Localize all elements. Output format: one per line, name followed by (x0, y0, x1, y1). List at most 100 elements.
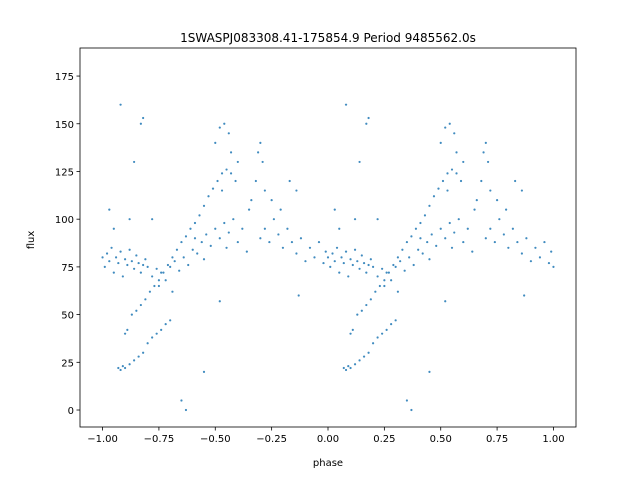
data-point (405, 240, 409, 244)
data-point (196, 252, 199, 255)
data-point (119, 368, 122, 372)
data-point (455, 151, 458, 154)
data-point (144, 298, 147, 301)
data-point (507, 246, 510, 249)
data-point (351, 263, 354, 267)
data-point (254, 179, 257, 183)
data-point (349, 258, 352, 261)
data-point (299, 237, 303, 240)
data-point (390, 279, 393, 282)
data-point (146, 342, 149, 345)
data-point (193, 237, 197, 240)
data-point (241, 227, 244, 230)
x-tick-label: 1.00 (542, 434, 564, 445)
data-point (200, 240, 203, 244)
data-point (189, 227, 192, 230)
data-point (164, 323, 167, 326)
data-point (225, 168, 228, 171)
data-point (324, 250, 327, 253)
data-point (146, 265, 149, 268)
data-point (173, 260, 176, 263)
data-point (198, 214, 201, 217)
data-point (169, 265, 172, 268)
data-point (157, 279, 161, 282)
data-point (480, 179, 483, 183)
data-point (344, 250, 348, 253)
data-point (520, 252, 523, 255)
data-point (101, 256, 104, 259)
data-point (128, 218, 131, 221)
data-point (234, 179, 237, 183)
data-point (525, 237, 528, 240)
data-point (365, 122, 368, 125)
data-point (471, 250, 474, 253)
data-point (417, 248, 420, 251)
data-point (505, 208, 508, 211)
data-point (340, 256, 343, 259)
data-point (110, 246, 113, 249)
data-point (117, 261, 120, 265)
data-point (288, 179, 291, 183)
data-point (313, 256, 316, 259)
y-tick-label: 125 (55, 167, 74, 178)
x-tick-label: −1.00 (87, 434, 118, 445)
data-point (344, 368, 348, 372)
data-point (439, 141, 442, 144)
data-point (475, 198, 478, 202)
data-point (218, 237, 221, 240)
data-point (153, 284, 156, 288)
data-point (232, 218, 235, 221)
data-point (157, 284, 161, 288)
data-point (137, 261, 140, 265)
data-point (410, 235, 413, 238)
data-point (229, 172, 233, 175)
data-point (205, 233, 208, 236)
data-point (371, 342, 375, 345)
data-point (112, 227, 115, 230)
data-point (450, 246, 454, 249)
data-point (286, 227, 289, 230)
data-point (209, 244, 212, 247)
data-point (529, 260, 533, 263)
data-point (270, 198, 273, 202)
data-point (430, 233, 433, 236)
data-point (335, 246, 339, 249)
data-point (360, 254, 363, 257)
data-point (347, 365, 350, 368)
data-point (331, 252, 334, 255)
data-point (139, 271, 142, 274)
data-point (374, 290, 377, 293)
data-point (119, 103, 122, 106)
data-point (263, 227, 266, 230)
data-point (349, 366, 352, 370)
data-point (396, 290, 399, 293)
data-point (139, 303, 142, 307)
data-point (426, 240, 429, 244)
data-point (218, 126, 221, 129)
data-point (202, 204, 206, 207)
data-point (437, 187, 440, 190)
data-point (121, 365, 124, 368)
y-tick-label: 100 (55, 215, 74, 226)
data-point (171, 290, 174, 293)
data-point (155, 267, 158, 270)
data-point (214, 141, 217, 144)
data-point (220, 172, 224, 175)
data-point (362, 355, 366, 358)
data-point (444, 237, 447, 240)
data-point (123, 332, 127, 335)
x-tick-label: 0.25 (373, 434, 395, 445)
data-point (207, 195, 210, 198)
data-point (317, 240, 321, 244)
data-point (353, 218, 357, 221)
data-point (385, 328, 388, 331)
data-point (358, 160, 361, 164)
data-point (358, 359, 361, 362)
y-tick-label: 50 (61, 311, 74, 322)
x-tick-label: 0.00 (317, 434, 339, 445)
data-point (123, 258, 127, 261)
data-point (498, 218, 501, 221)
data-point (236, 240, 239, 244)
data-point (142, 263, 145, 267)
